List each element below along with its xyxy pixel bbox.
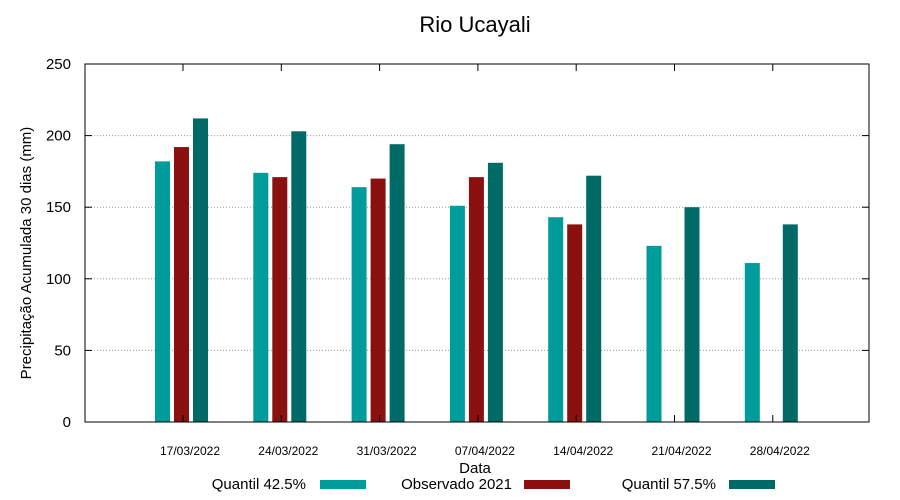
bar <box>253 172 269 422</box>
y-tick-label: 250 <box>46 56 71 73</box>
chart-title: Rio Ucayali <box>419 12 530 37</box>
legend-label: Observado 2021 <box>401 476 512 493</box>
bar <box>193 118 208 422</box>
legend-swatch <box>320 480 366 489</box>
x-axis-label: Data <box>459 460 491 477</box>
x-tick-label: 07/04/2022 <box>455 444 515 458</box>
bar <box>548 217 564 422</box>
y-tick-label: 150 <box>46 199 71 216</box>
bar <box>782 224 798 422</box>
bar <box>684 207 700 422</box>
bar <box>272 177 288 422</box>
bar <box>487 162 503 423</box>
plot-frame <box>84 63 870 423</box>
y-axis-label: Precipitação Acumulada 30 dias (mm) <box>18 127 35 380</box>
bar <box>291 131 307 422</box>
bar <box>646 245 662 422</box>
legend-swatch <box>524 480 570 489</box>
bar <box>567 224 583 422</box>
x-tick-label: 24/03/2022 <box>258 444 318 458</box>
bars <box>155 118 798 423</box>
bar <box>389 144 405 422</box>
legend: Quantil 42.5% Observado 2021 Quantil 57.5% <box>212 476 775 493</box>
bar <box>744 263 760 422</box>
x-axis-ticks: 17/03/2022 24/03/2022 31/03/2022 07/04/2022… <box>160 64 810 458</box>
y-axis-ticks: 0 50 100 150 200 250 <box>46 56 869 431</box>
x-tick-label: 28/04/2022 <box>750 444 810 458</box>
y-tick-label: 50 <box>54 342 71 359</box>
y-tick-label: 100 <box>46 271 71 288</box>
legend-label: Quantil 42.5% <box>212 476 306 493</box>
bar <box>370 178 386 422</box>
legend-label: Quantil 57.5% <box>622 476 716 493</box>
x-tick-label: 21/04/2022 <box>651 444 711 458</box>
y-tick-label: 0 <box>63 414 71 431</box>
bar <box>449 205 465 422</box>
bar <box>468 177 484 422</box>
x-tick-label: 17/03/2022 <box>160 444 220 458</box>
bar <box>174 147 189 422</box>
y-tick-label: 200 <box>46 128 71 145</box>
bar <box>586 175 602 422</box>
x-tick-label: 31/03/2022 <box>357 444 417 458</box>
bar <box>351 187 367 422</box>
x-tick-label: 14/04/2022 <box>553 444 613 458</box>
legend-swatch <box>729 480 775 489</box>
bar <box>155 161 170 422</box>
